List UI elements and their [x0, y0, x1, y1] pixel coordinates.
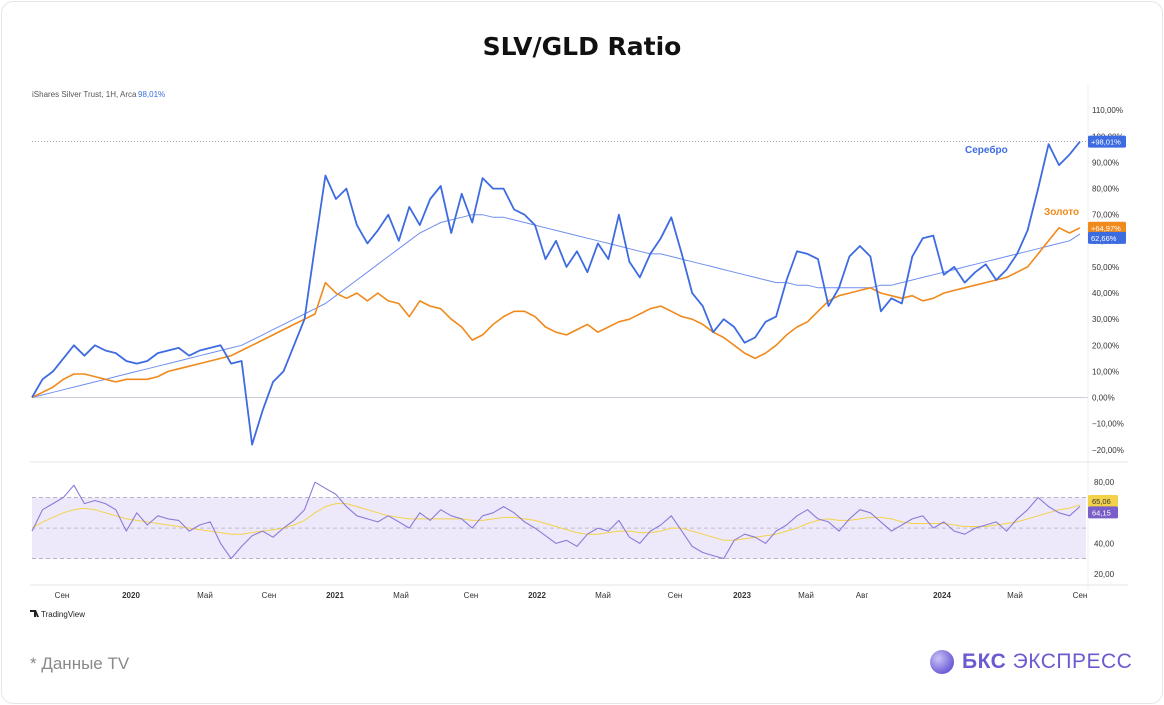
chart-frame: iShares Silver Trust, 1H, Arca 98,01% 110,…: [30, 85, 1128, 625]
gold-series-line: [31, 227, 1081, 399]
x-tick-label: Май: [393, 591, 409, 600]
silver-price-tag: +98,01%: [1088, 135, 1126, 148]
brand-icon: [930, 650, 954, 674]
x-tick-label: Авг: [856, 591, 869, 600]
series-header-value: 98,01%: [138, 90, 165, 99]
y-tick-label: 30,00%: [1092, 315, 1119, 324]
x-tick-label: Май: [595, 591, 611, 600]
brand-name-part2: ЭКСПРЕСС: [1012, 650, 1133, 673]
rsi-line: [31, 481, 1081, 560]
ma-price-tag-text: 62,66%: [1091, 234, 1117, 243]
y-tick-label: 50,00%: [1092, 263, 1119, 272]
x-tick-label: Сен: [55, 591, 70, 600]
x-tick-label: 2023: [733, 591, 751, 600]
ma-price-tag: 62,66%: [1088, 231, 1126, 244]
x-tick-label: Сен: [262, 591, 277, 600]
brand-name-part1: БКС: [962, 650, 1007, 673]
gold-series-label: Золото: [1044, 207, 1079, 218]
y-tick-label: 10,00%: [1092, 367, 1119, 376]
silver-series-label: Серебро: [965, 144, 1008, 156]
x-tick-label: 2021: [326, 591, 344, 600]
y-tick-label: 20,00%: [1092, 341, 1119, 350]
x-tick-label: 2024: [933, 591, 951, 600]
brand-name: БКС ЭКСПРЕСС: [962, 650, 1132, 674]
x-tick-label: Май: [197, 591, 213, 600]
x-tick-label: 2020: [122, 591, 140, 600]
gold-price-tag-text: +64,97%: [1091, 224, 1121, 233]
silver-price-tag-text: +98,01%: [1091, 138, 1121, 147]
rsi-ma-tag-bg: [1088, 495, 1118, 508]
y-tick-label: 70,00%: [1092, 211, 1119, 220]
y-tick-label: 0,00%: [1092, 394, 1115, 403]
rsi-tag: 64,15: [1088, 506, 1118, 519]
tradingview-icon: [30, 610, 39, 617]
rsi-ma-tag: 65,06: [1088, 495, 1118, 508]
rsi-y-tick-label: 80,00: [1094, 478, 1115, 487]
x-tick-label: Сен: [1073, 591, 1088, 600]
rsi-ma-tag-text: 65,06: [1092, 497, 1111, 506]
page-title: SLV/GLD Ratio: [482, 32, 682, 61]
y-tick-label: 110,00%: [1092, 106, 1123, 115]
rsi-tag-bg: [1088, 506, 1118, 519]
silver-price-tag-bg: [1088, 135, 1126, 148]
y-tick-label: 90,00%: [1092, 158, 1119, 167]
x-tick-label: 2022: [528, 591, 546, 600]
series-header-label: iShares Silver Trust, 1H, Arca: [32, 90, 137, 99]
gold-price-tag: +64,97%: [1088, 221, 1126, 234]
rsi-tag-text: 64,15: [1092, 508, 1111, 517]
y-tick-label: −10,00%: [1092, 420, 1124, 429]
moving-average-line: [31, 214, 1081, 398]
rsi-y-tick-label: 40,00: [1094, 539, 1115, 548]
x-tick-label: Сен: [668, 591, 683, 600]
footnote: * Данные TV: [30, 654, 130, 673]
x-tick-label: Май: [798, 591, 814, 600]
tradingview-logo: TradingView: [30, 610, 85, 619]
chart-svg: iShares Silver Trust, 1H, Arca 98,01% 110,…: [30, 85, 1128, 619]
brand-logo-block: БКС ЭКСПРЕСС: [930, 648, 1132, 676]
y-tick-label: −20,00%: [1092, 446, 1124, 455]
silver-series-line: [31, 141, 1081, 446]
tradingview-text: TradingView: [41, 610, 85, 619]
y-tick-label: 40,00%: [1092, 289, 1119, 298]
rsi-y-tick-label: 20,00: [1094, 570, 1115, 579]
x-tick-label: Май: [1007, 591, 1023, 600]
x-tick-label: Сен: [464, 591, 479, 600]
ma-price-tag-bg: [1088, 231, 1126, 244]
gold-price-tag-bg: [1088, 221, 1126, 234]
y-tick-label: 80,00%: [1092, 185, 1119, 194]
